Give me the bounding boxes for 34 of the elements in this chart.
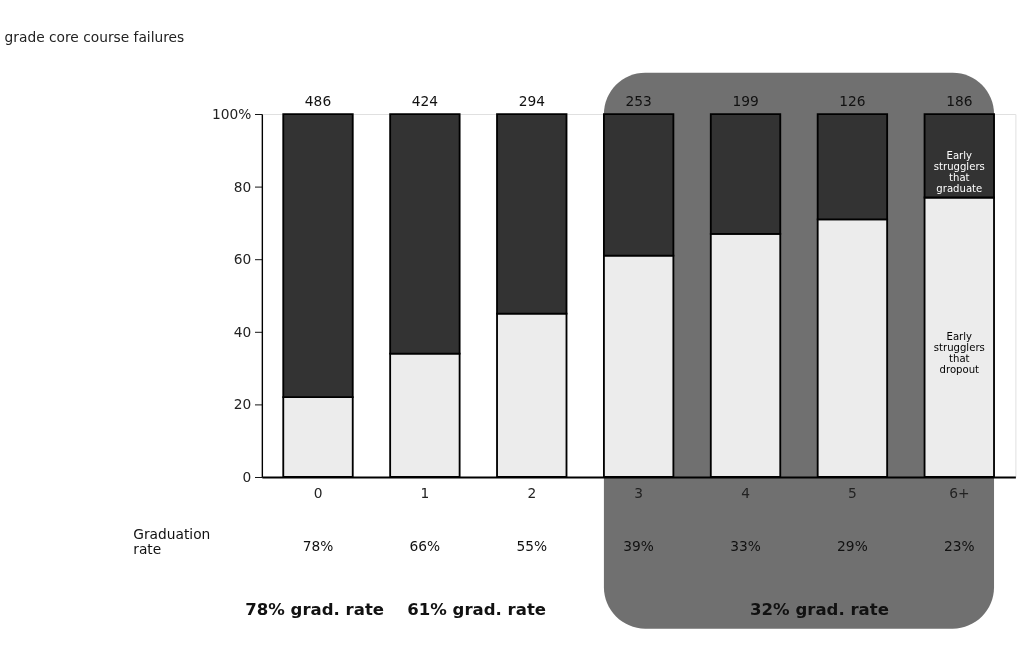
x-tick-label: 3: [634, 484, 644, 501]
text: Graduation rate: [133, 525, 211, 558]
y-tick-label: 0: [242, 469, 252, 486]
text: grade core course failures: [4, 29, 185, 46]
x-tick-label: 5: [848, 484, 857, 501]
text: 294: [518, 92, 545, 109]
text: 186: [946, 92, 973, 109]
text: 78% grad. rate: [245, 599, 385, 619]
series-label: Early strugglers that dropout: [933, 331, 985, 376]
x-tick-label: 6+: [949, 484, 970, 501]
x-tick-label: 2: [527, 484, 537, 501]
text: 424: [411, 92, 439, 109]
x-tick-label: 0: [313, 484, 323, 501]
series-label: Early strugglers that graduate: [933, 149, 985, 194]
text: 55%: [516, 537, 548, 554]
text: 253: [625, 92, 652, 109]
text: 61% grad. rate: [407, 599, 547, 619]
text: 33%: [730, 537, 761, 554]
text: 23%: [943, 537, 975, 554]
y-tick-label: 100%: [211, 106, 252, 123]
x-tick-label: 1: [420, 484, 430, 501]
x-tick-label: 4: [741, 484, 750, 501]
text: 126: [839, 92, 866, 109]
y-tick-label: 40: [233, 323, 252, 340]
y-tick-label: 80: [233, 178, 252, 195]
text: 78%: [302, 537, 334, 554]
text: 199: [732, 92, 759, 109]
text: 29%: [837, 537, 868, 554]
y-tick-label: 60: [233, 251, 252, 268]
text: 486: [304, 92, 332, 109]
text: 39%: [623, 537, 654, 554]
text: 32% grad. rate: [750, 599, 889, 619]
y-tick-label: 20: [233, 396, 252, 413]
text: 66%: [409, 537, 441, 554]
